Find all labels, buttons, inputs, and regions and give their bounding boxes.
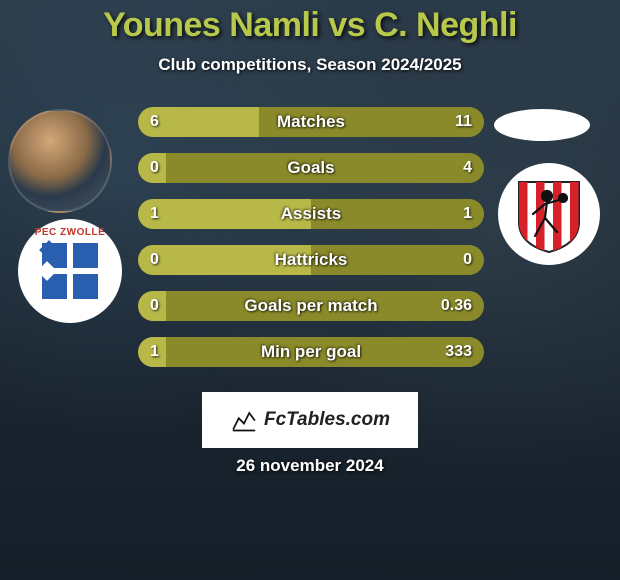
club-left-crest-icon xyxy=(42,243,98,299)
fctables-logo-icon xyxy=(230,406,258,434)
stat-bars: 6Matches110Goals41Assists10Hattricks00Go… xyxy=(138,107,484,383)
stat-value-right: 4 xyxy=(463,153,472,183)
stat-value-right: 1 xyxy=(463,199,472,229)
stat-label: Assists xyxy=(138,199,484,229)
stat-row: 0Hattricks0 xyxy=(138,245,484,275)
stat-value-right: 11 xyxy=(455,107,472,137)
stat-row: 1Min per goal333 xyxy=(138,337,484,367)
stat-row: 0Goals per match0.36 xyxy=(138,291,484,321)
footer-brand-badge: FcTables.com xyxy=(202,392,418,448)
stat-row: 1Assists1 xyxy=(138,199,484,229)
subtitle: Club competitions, Season 2024/2025 xyxy=(0,55,620,75)
stat-value-right: 0 xyxy=(463,245,472,275)
stat-value-right: 333 xyxy=(445,337,472,367)
club-right-badge xyxy=(498,163,600,265)
stat-row: 6Matches11 xyxy=(138,107,484,137)
stat-row: 0Goals4 xyxy=(138,153,484,183)
footer-brand-text: FcTables.com xyxy=(264,409,390,431)
player-right-photo xyxy=(494,109,590,141)
player-left-photo xyxy=(8,109,112,213)
club-left-banner: PEC ZWOLLE xyxy=(35,227,106,238)
stat-label: Goals xyxy=(138,153,484,183)
stat-label: Matches xyxy=(138,107,484,137)
stats-area: PEC ZWOLLE xyxy=(0,107,620,387)
stat-label: Hattricks xyxy=(138,245,484,275)
stat-value-right: 0.36 xyxy=(441,291,472,321)
club-left-badge: PEC ZWOLLE xyxy=(18,219,122,323)
page-title: Younes Namli vs C. Neghli xyxy=(0,0,620,45)
stat-label: Goals per match xyxy=(138,291,484,321)
stat-label: Min per goal xyxy=(138,337,484,367)
footer-date: 26 november 2024 xyxy=(0,456,620,476)
sparta-crest-icon xyxy=(509,174,589,254)
